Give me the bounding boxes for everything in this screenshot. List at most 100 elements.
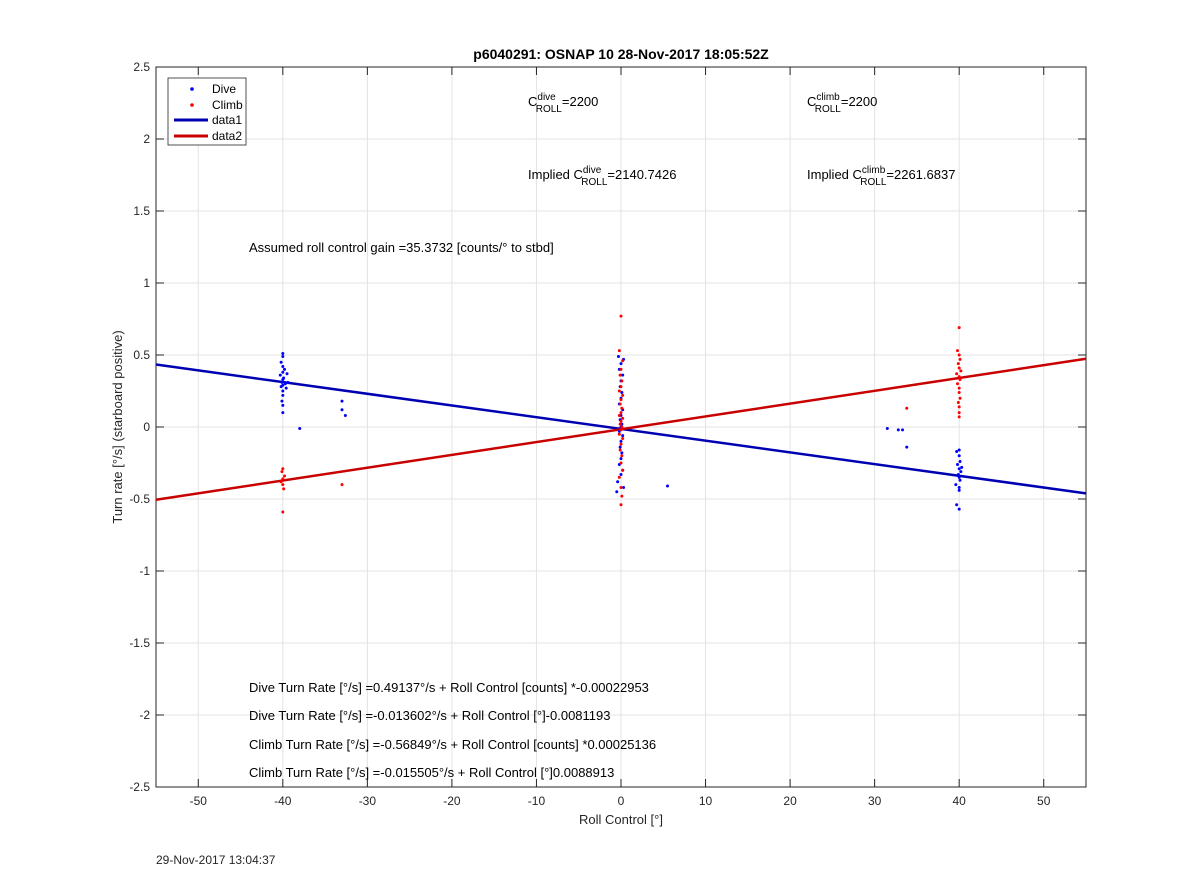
point-dive <box>955 503 959 507</box>
y-tick-label: 0.5 <box>133 348 150 362</box>
legend-label-data1: data1 <box>212 113 242 127</box>
point-climb <box>619 442 623 446</box>
point-climb <box>620 494 624 498</box>
annotation-implied-climb: Implied Cclimb ROLL=2261.6837 <box>807 165 955 188</box>
point-climb <box>617 413 621 417</box>
point-dive <box>955 449 959 453</box>
point-dive <box>958 478 962 482</box>
point-climb <box>280 470 284 474</box>
chart-title: p6040291: OSNAP 10 28-Nov-2017 18:05:52Z <box>473 46 769 62</box>
point-climb <box>619 428 623 432</box>
point-climb <box>279 480 283 484</box>
point-dive <box>957 485 961 489</box>
y-tick-label: -1 <box>139 564 150 578</box>
y-tick-label: -0.5 <box>129 492 150 506</box>
point-climb <box>617 349 621 353</box>
print-timestamp: 29-Nov-2017 13:04:37 <box>156 853 276 867</box>
point-climb <box>956 362 960 366</box>
annotation-equation-2: Dive Turn Rate [°/s] =-0.013602°/s + Rol… <box>249 708 611 723</box>
point-climb <box>959 369 963 373</box>
x-tick-label: 50 <box>1037 794 1051 808</box>
point-dive <box>281 365 285 369</box>
point-climb <box>905 406 909 410</box>
point-dive <box>960 465 964 469</box>
point-dive <box>957 448 961 452</box>
point-dive <box>901 428 905 432</box>
x-tick-label: 40 <box>953 794 967 808</box>
point-climb <box>956 401 960 405</box>
y-tick-label: 2.5 <box>133 60 150 74</box>
point-dive <box>619 457 623 461</box>
x-axis-label: Roll Control [°] <box>579 812 663 827</box>
point-climb <box>955 372 959 376</box>
point-dive <box>957 488 961 492</box>
point-climb <box>621 416 625 420</box>
point-dive <box>896 428 900 432</box>
y-tick-label: -2 <box>139 708 150 722</box>
point-dive <box>340 408 344 412</box>
point-climb <box>957 415 961 419</box>
point-dive <box>955 462 959 466</box>
x-tick-label: 30 <box>868 794 882 808</box>
y-tick-label: 1.5 <box>133 204 150 218</box>
point-dive <box>281 370 285 374</box>
point-dive <box>281 403 285 407</box>
point-climb <box>958 357 962 361</box>
point-climb <box>619 398 623 402</box>
point-climb <box>617 475 621 479</box>
point-dive <box>340 399 344 403</box>
scatter-points <box>278 314 964 514</box>
point-climb <box>621 437 625 441</box>
point-climb <box>619 411 623 415</box>
annotation-c-dive: Cdive ROLL=2200 <box>528 92 598 115</box>
point-climb <box>621 359 625 363</box>
y-tick-label: -2.5 <box>129 780 150 794</box>
annotation-equation-1: Dive Turn Rate [°/s] =0.49137°/s + Roll … <box>249 680 649 695</box>
point-dive <box>279 360 283 364</box>
annotation-implied-dive: Implied Cdive ROLL=2140.7426 <box>528 165 676 188</box>
point-climb <box>620 379 624 383</box>
point-dive <box>959 470 963 474</box>
point-climb <box>957 353 961 357</box>
point-dive <box>283 367 287 371</box>
y-tick-label: 2 <box>143 132 150 146</box>
point-climb <box>618 402 622 406</box>
x-axis: -50 -40 -30 -20 -10 0 10 20 30 40 50 <box>190 67 1051 808</box>
point-climb <box>957 375 961 379</box>
point-dive <box>278 373 282 377</box>
annotations: Cdive ROLL=2200 Cclimb ROLL=2200 Implied C… <box>249 92 955 780</box>
x-tick-label: -20 <box>443 794 461 808</box>
point-climb <box>955 349 959 353</box>
point-dive <box>954 483 958 487</box>
point-dive <box>618 445 622 449</box>
point-climb <box>620 425 624 429</box>
point-dive <box>619 362 623 366</box>
point-dive <box>885 426 889 430</box>
annotation-equation-3: Climb Turn Rate [°/s] =-0.56849°/s + Rol… <box>249 737 656 752</box>
point-dive <box>281 411 285 415</box>
point-dive <box>615 490 619 494</box>
point-climb <box>957 411 961 415</box>
point-dive <box>279 385 283 389</box>
point-dive <box>286 380 290 384</box>
legend-label-dive: Dive <box>212 82 236 96</box>
x-tick-label: -40 <box>274 794 292 808</box>
point-climb <box>958 377 962 381</box>
y-tick-label: -1.5 <box>129 636 150 650</box>
point-dive <box>957 507 961 511</box>
point-dive <box>281 377 285 381</box>
point-climb <box>957 326 961 330</box>
point-dive <box>620 451 624 455</box>
point-climb <box>957 386 961 390</box>
point-climb <box>621 393 625 397</box>
point-dive <box>281 354 285 358</box>
point-dive <box>957 475 961 479</box>
x-tick-label: -10 <box>528 794 546 808</box>
point-climb <box>281 483 285 487</box>
point-dive <box>666 484 669 488</box>
point-climb <box>957 390 961 394</box>
point-climb <box>617 389 621 393</box>
point-climb <box>620 406 624 410</box>
point-climb <box>619 503 623 507</box>
